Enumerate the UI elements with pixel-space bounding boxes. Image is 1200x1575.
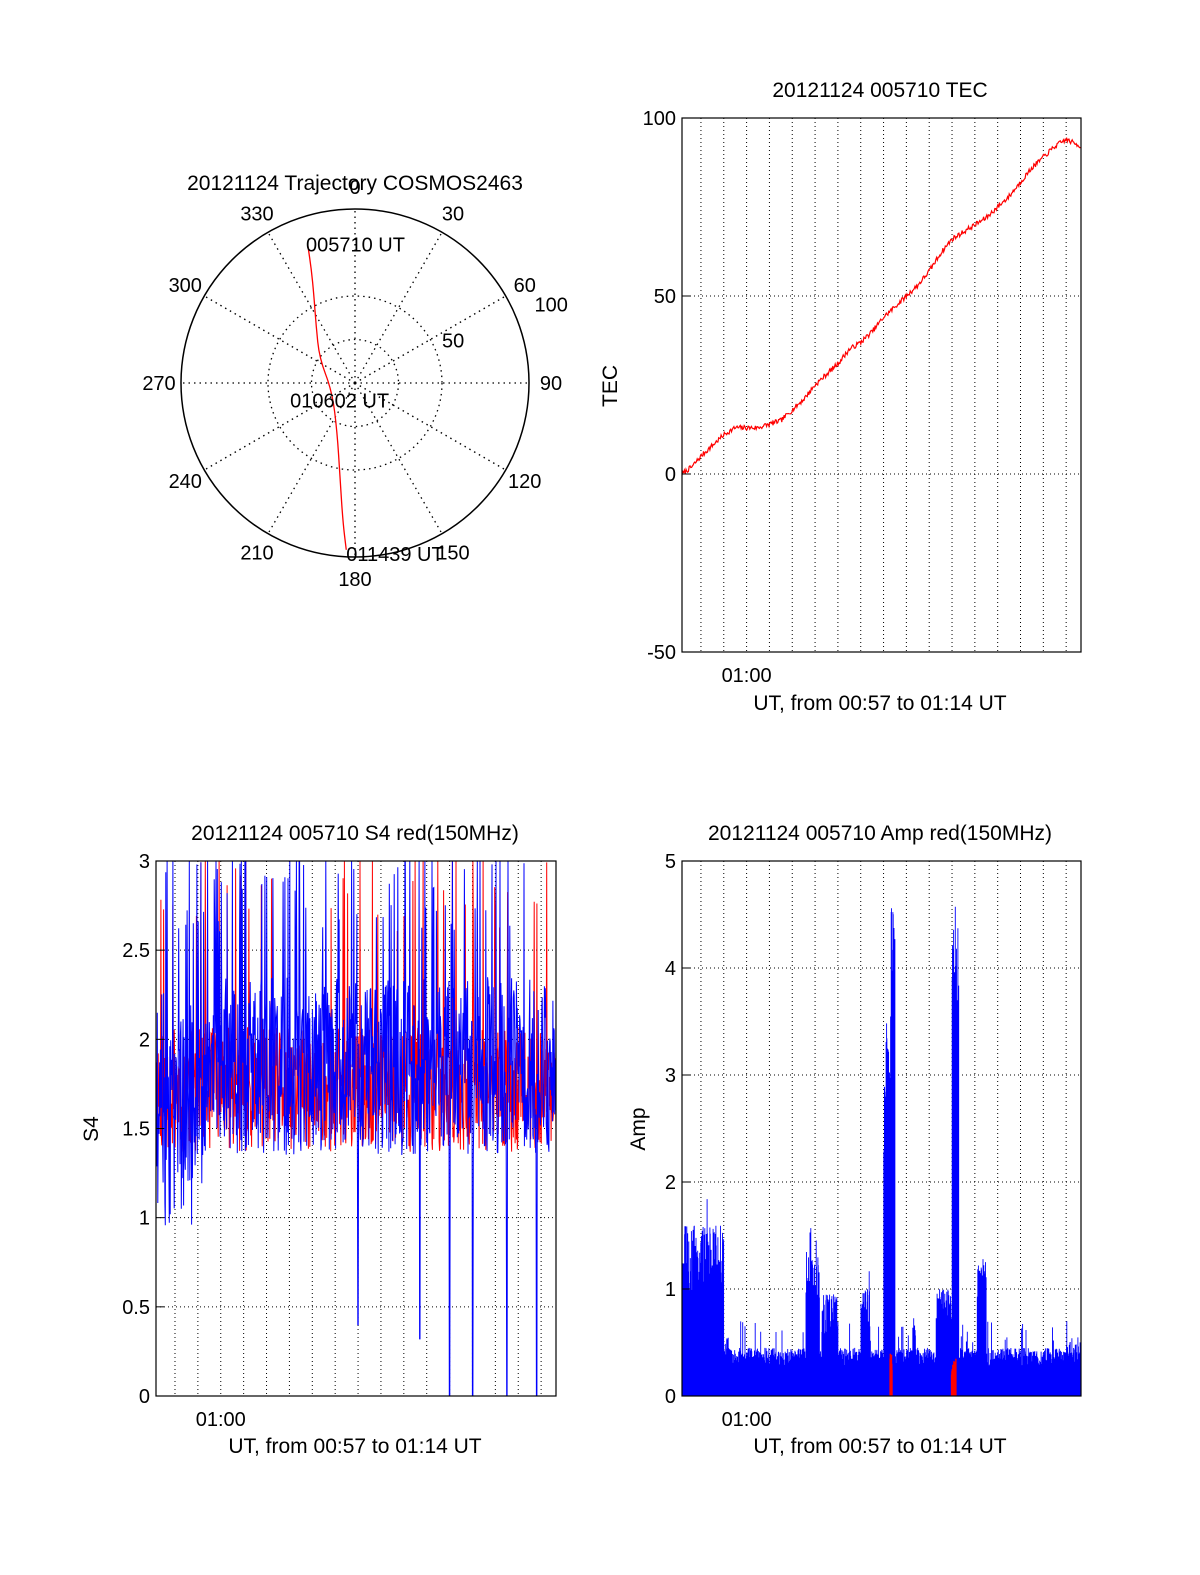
- y-tick-label: 5: [665, 851, 676, 873]
- polar-angle-tick: 120: [508, 471, 541, 493]
- polar-rim: [180, 208, 530, 558]
- amp-red-series: [889, 1353, 957, 1396]
- y-tick-label: 2: [665, 1172, 676, 1194]
- tick-labels: 0 0.5 1 1.5 2 2.5 3 01:00: [122, 851, 246, 1431]
- polar-radius-tick: 100: [535, 295, 568, 317]
- s4-panel: 20121124 005710 S4 red(150MHz) UT, from …: [80, 822, 557, 1458]
- y-tick-label: 1: [665, 1279, 676, 1301]
- polar-spoke-120: [354, 382, 507, 471]
- plot-frame: [155, 860, 557, 1397]
- data-series: [681, 137, 1082, 476]
- polar-angle-tick: 150: [436, 543, 469, 565]
- y-tick-label: 3: [665, 1065, 676, 1087]
- y-tick-label: 0.5: [122, 1297, 150, 1319]
- grid-lines: [682, 118, 1081, 652]
- amp-title: 20121124 005710 Amp red(150MHz): [708, 822, 1052, 845]
- polar-spoke-150: [354, 382, 443, 535]
- polar-angle-tick: 300: [169, 275, 202, 297]
- trajectory-panel: 20121124 Trajectory COSMOS2463 0 30 60 90 12…: [142, 172, 568, 591]
- tick-labels: -50 0 50 100 01:00: [643, 108, 772, 687]
- x-tick-label: 01:00: [722, 665, 772, 687]
- x-tick-label: 01:00: [722, 1409, 772, 1431]
- amp-plot-area: 0 1 2 3 4 5 01:00: [665, 851, 1082, 1431]
- polar-tick-labels: 0 30 60 90 120 150 180 210 240 270 300 330 50 100: [142, 177, 568, 591]
- tec-title: 20121124 005710 TEC: [772, 79, 987, 102]
- tick-labels: 0 1 2 3 4 5 01:00: [665, 851, 772, 1431]
- s4-plot-area: 0 0.5 1 1.5 2 2.5 3 01:00: [122, 851, 557, 1431]
- polar-ring-50: [267, 295, 443, 471]
- polar-grid: [180, 208, 530, 558]
- y-tick-label: 1.5: [122, 1119, 150, 1141]
- y-tick-label: 0: [139, 1386, 150, 1408]
- y-tick-label: 3: [139, 851, 150, 873]
- x-tick-label: 01:00: [196, 1409, 246, 1431]
- data-series: [155, 860, 557, 1397]
- plot-frame: [681, 117, 1082, 653]
- trajectory-time-label: 011439 UT: [346, 544, 443, 566]
- polar-angle-tick: 90: [540, 373, 562, 395]
- y-tick-label: 100: [643, 108, 676, 130]
- tec-plot-area: -50 0 50 100 01:00: [643, 108, 1082, 687]
- s4-ylabel: S4: [80, 1116, 103, 1142]
- plot-frame: [681, 860, 1082, 1397]
- amp-panel: 20121124 005710 Amp red(150MHz) UT, from…: [627, 822, 1082, 1458]
- amp-xlabel: UT, from 00:57 to 01:14 UT: [753, 1435, 1006, 1458]
- s4-title: 20121124 005710 S4 red(150MHz): [191, 822, 519, 845]
- data-series: [681, 906, 1082, 1396]
- polar-angle-tick: 0: [349, 177, 360, 199]
- trajectory-time-label: 005710 UT: [306, 234, 405, 256]
- polar-angle-tick: 180: [338, 569, 371, 591]
- trajectory-line: [307, 246, 347, 550]
- amp-ylabel: Amp: [627, 1107, 650, 1150]
- s4-blue-series: [155, 860, 557, 1397]
- y-tick-label: 4: [665, 958, 676, 980]
- trajectory-title: 20121124 Trajectory COSMOS2463: [187, 172, 523, 195]
- polar-spoke-330: [267, 231, 356, 384]
- s4-xlabel: UT, from 00:57 to 01:14 UT: [228, 1435, 481, 1458]
- polar-spoke-60: [354, 295, 507, 384]
- y-tick-label: 0: [665, 464, 676, 486]
- y-tick-label: 0: [665, 1386, 676, 1408]
- polar-ring-inner: [310, 338, 400, 428]
- polar-angle-tick: 60: [514, 275, 536, 297]
- amp-blue-series: [681, 906, 1082, 1396]
- polar-angle-tick: 270: [142, 373, 175, 395]
- polar-spoke-30: [354, 231, 443, 384]
- y-tick-label: 2: [139, 1029, 150, 1051]
- grid-lines: [682, 861, 1081, 1396]
- polar-angle-tick: 240: [169, 471, 202, 493]
- y-tick-label: -50: [647, 642, 676, 664]
- y-tick-label: 2.5: [122, 940, 150, 962]
- trajectory-series: 005710 UT 010602 UT 011439 UT: [290, 234, 444, 565]
- trajectory-time-label: 010602 UT: [290, 390, 389, 412]
- y-tick-label: 50: [654, 286, 676, 308]
- tec-panel: 20121124 005710 TEC UT, from 00:57 to 01…: [599, 79, 1082, 715]
- polar-spoke-300: [203, 295, 356, 384]
- y-tick-label: 1: [139, 1208, 150, 1230]
- tec-xlabel: UT, from 00:57 to 01:14 UT: [753, 692, 1006, 715]
- polar-angle-tick: 30: [442, 203, 464, 225]
- polar-angle-tick: 210: [240, 543, 273, 565]
- polar-spoke-240: [203, 382, 356, 471]
- polar-spoke-210: [267, 382, 356, 535]
- polar-radius-tick: 50: [442, 330, 464, 352]
- tec-line: [681, 137, 1082, 476]
- polar-angle-tick: 330: [240, 203, 273, 225]
- tec-ylabel: TEC: [599, 365, 622, 407]
